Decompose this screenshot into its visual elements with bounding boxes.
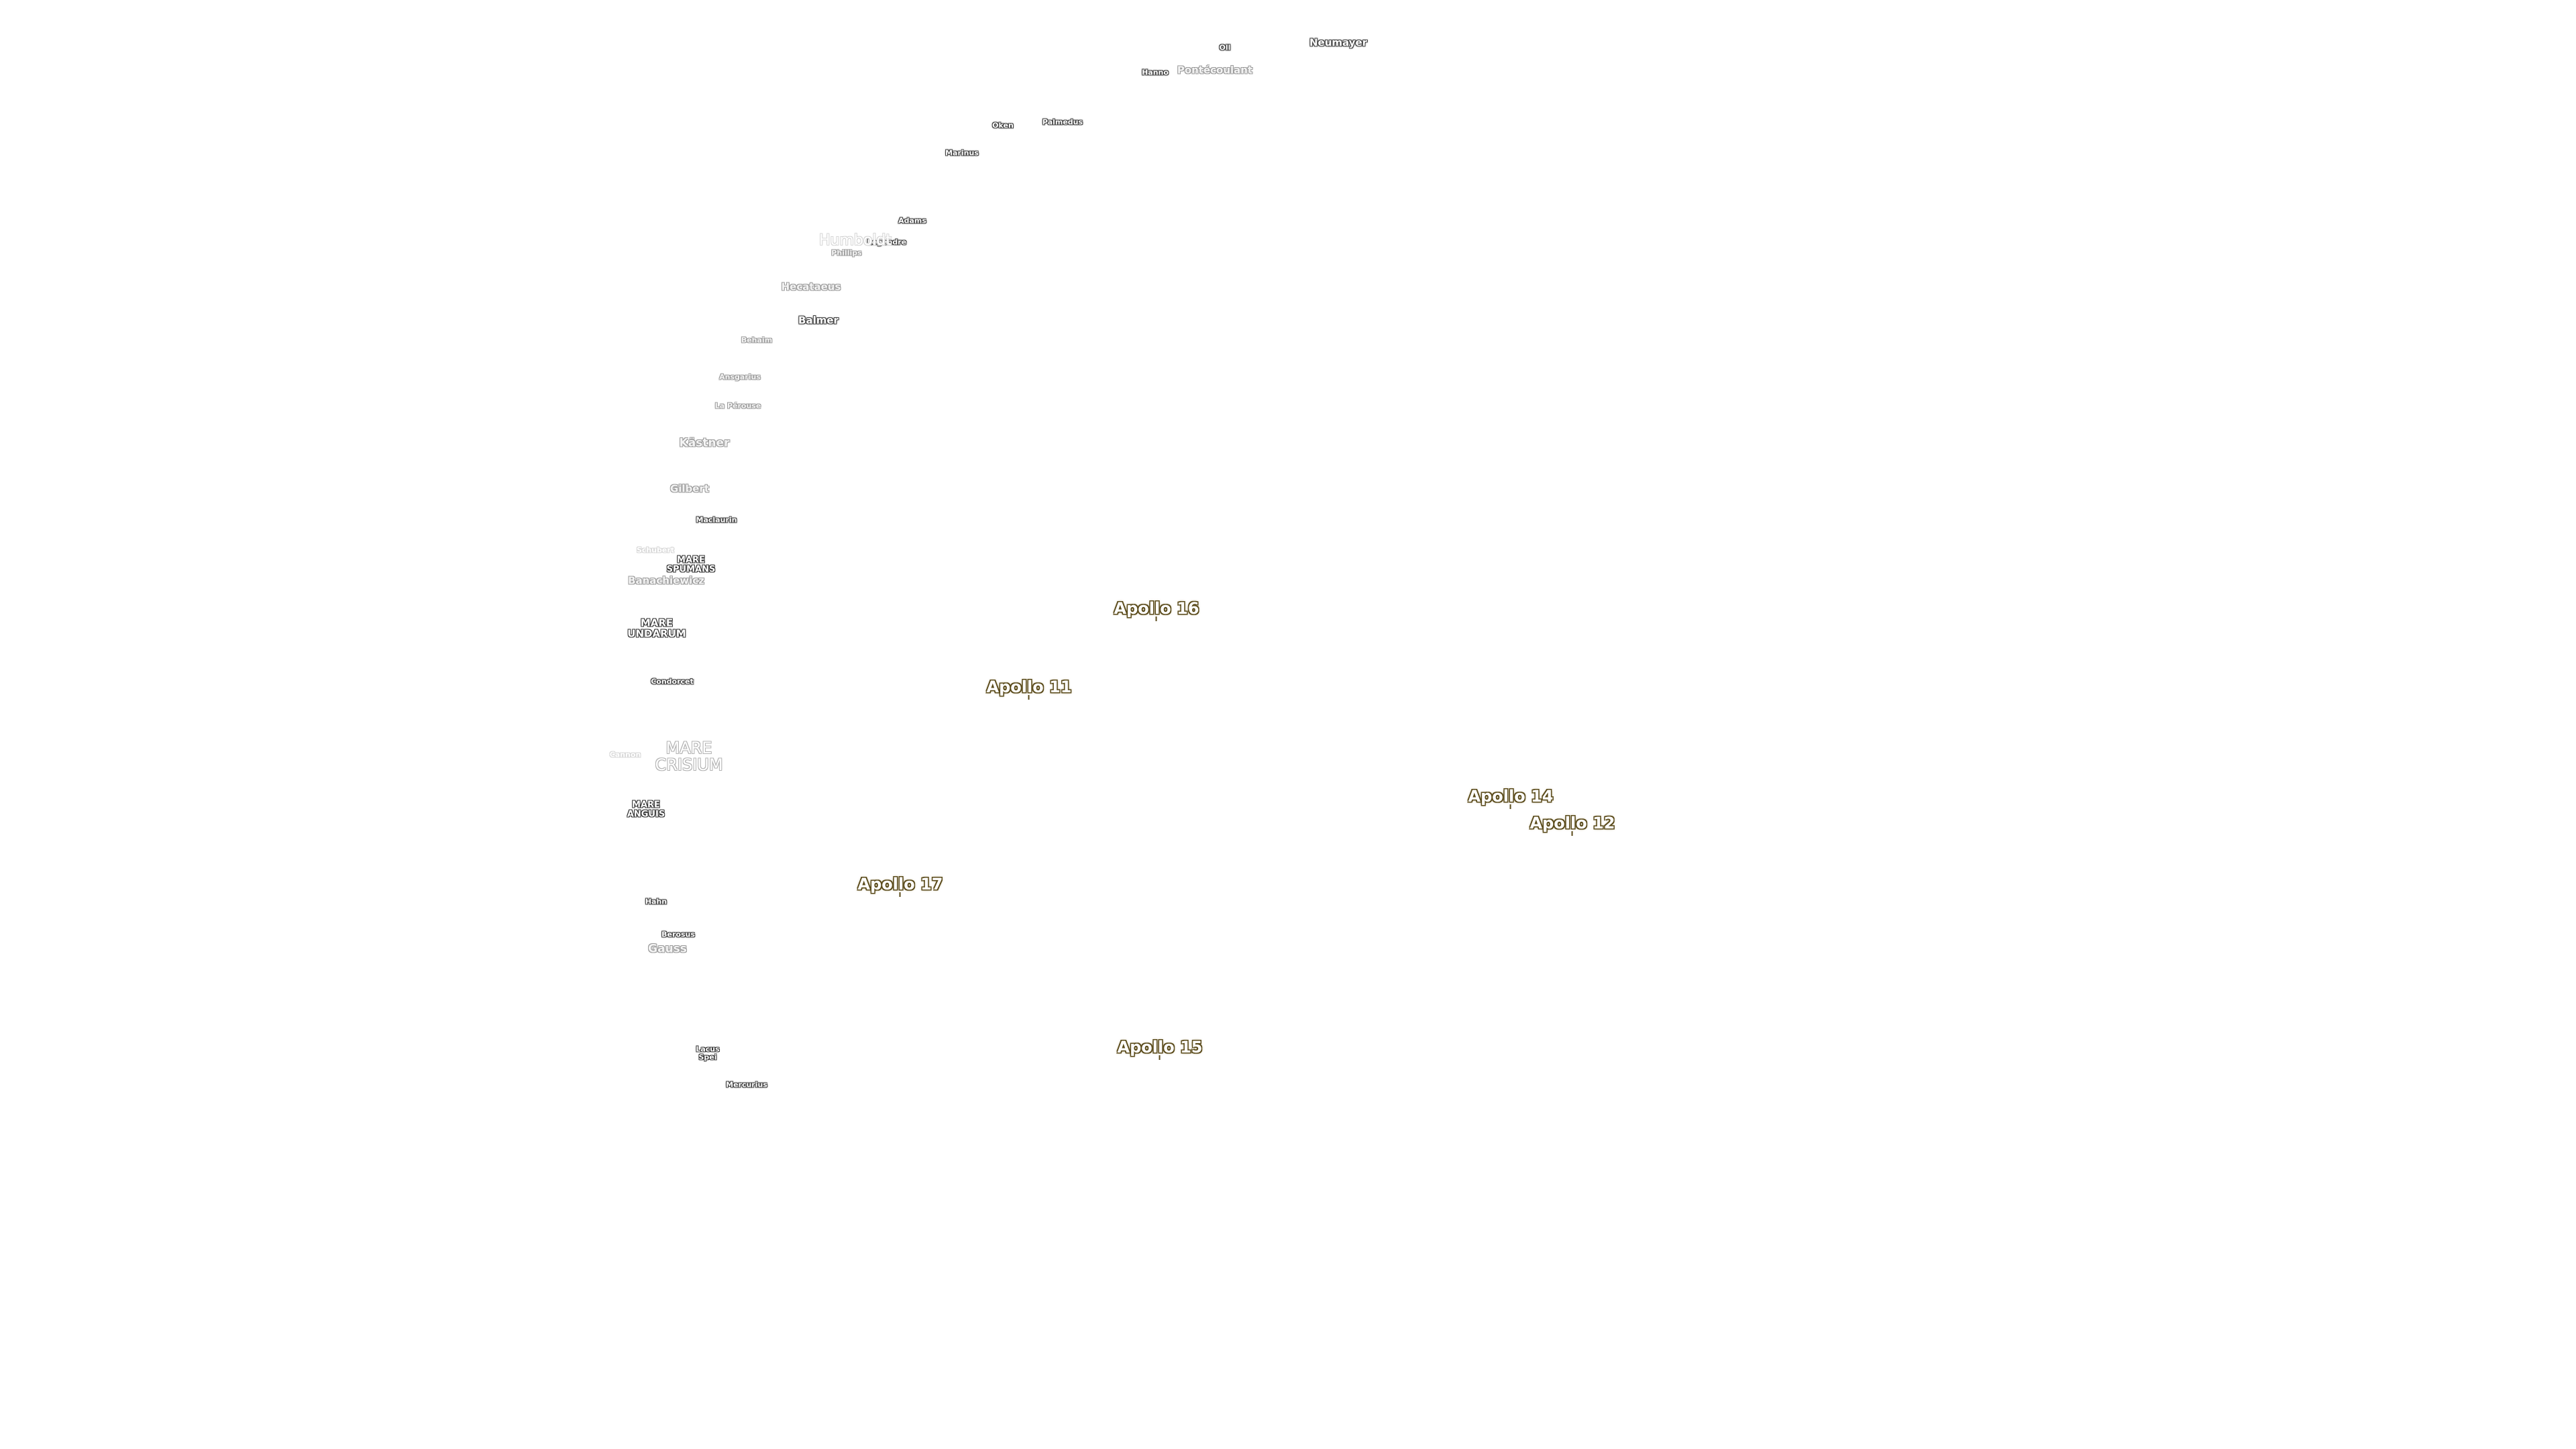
label-mercurius[interactable]: Mercurius [726,1080,767,1089]
label-adams[interactable]: Adams [898,216,926,225]
label-oll[interactable]: Oll [1219,43,1231,52]
label-kastner[interactable]: Kästner [679,436,730,450]
apollo-17-text: Apollo 17 [857,875,943,894]
label-mare-crisium[interactable]: MARE CRISIUM [655,738,723,774]
label-hecataeus[interactable]: Hecataeus [781,280,841,293]
apollo-15-marker [1159,1055,1161,1060]
label-mare-spumans[interactable]: MARE SPUMANS [666,555,716,574]
label-lacus-spei[interactable]: Lacus Spei [696,1044,720,1061]
apollo-12-text: Apollo 12 [1529,814,1615,833]
label-gauss[interactable]: Gauss [648,942,687,956]
apollo-14-text: Apollo 14 [1468,787,1554,806]
apollo-12-marker [1572,831,1573,836]
label-cannon[interactable]: Cannon [609,750,641,759]
label-oken[interactable]: Oken [992,121,1014,130]
label-apollo-11[interactable]: Apollo 11 [986,678,1072,700]
label-ansgarius[interactable]: Ansgarius [719,372,761,382]
label-apollo-12[interactable]: Apollo 12 [1529,814,1615,836]
label-mare-undarum[interactable]: MARE UNDARUM [627,616,686,639]
label-berosus[interactable]: Berosus [661,930,695,939]
label-pontecoulant[interactable]: Pontécoulant [1177,64,1253,76]
label-banachiewicz[interactable]: Banachiewicz [628,574,704,587]
label-schubert[interactable]: Schubert [636,545,675,555]
label-behaim[interactable]: Behaim [741,335,773,345]
apollo-11-text: Apollo 11 [986,678,1072,696]
label-la-perouse[interactable]: La Pérouse [714,401,761,411]
label-hahn[interactable]: Hahn [645,897,667,906]
label-apollo-15[interactable]: Apollo 15 [1117,1038,1203,1060]
label-neumayer[interactable]: Neumayer [1309,36,1368,49]
label-phillips[interactable]: Phillips [831,248,862,258]
label-maclaurin[interactable]: Maclaurin [696,515,737,525]
label-balmer[interactable]: Balmer [798,314,839,327]
apollo-16-marker [1156,616,1157,621]
label-gilbert[interactable]: Gilbert [669,482,710,495]
apollo-17-marker [900,892,901,897]
label-apollo-14[interactable]: Apollo 14 [1468,787,1554,809]
label-hanno[interactable]: Hanno [1142,68,1169,77]
label-apollo-16[interactable]: Apollo 16 [1114,599,1199,621]
apollo-11-marker [1028,695,1030,700]
apollo-16-text: Apollo 16 [1114,599,1199,618]
label-legendre[interactable]: Legendre [867,237,907,247]
label-mare-anguis[interactable]: MARE ANGUIS [627,800,665,819]
apollo-15-text: Apollo 15 [1117,1038,1203,1057]
label-apollo-17[interactable]: Apollo 17 [857,875,943,897]
label-condorcet[interactable]: Condorcet [651,677,694,686]
label-humboldt[interactable]: Humboldt [818,232,892,249]
apollo-14-marker [1510,804,1511,809]
label-marinus[interactable]: Marinus [945,148,979,158]
label-palmedus[interactable]: Palmedus [1042,117,1083,127]
